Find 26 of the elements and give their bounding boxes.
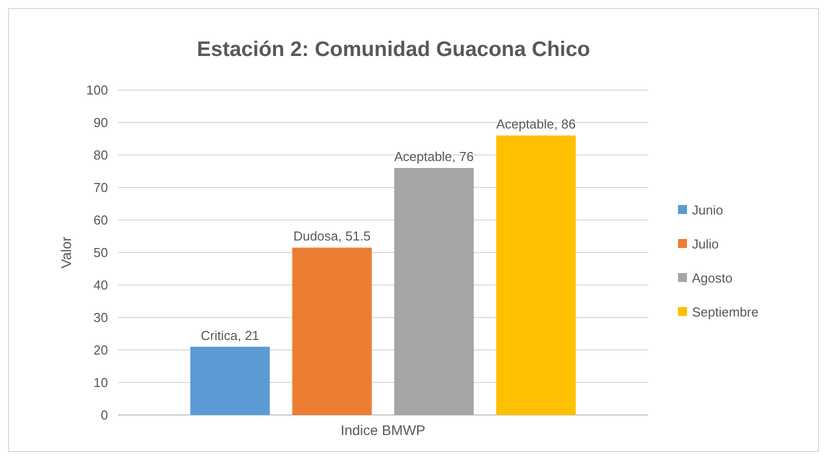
y-tick-label: 20 (94, 342, 108, 358)
chart-title: Estación 2: Comunidad Guacona Chico (196, 38, 590, 61)
data-label: Dudosa, 51.5 (293, 228, 371, 244)
x-tick-label: Indice BMWP (340, 422, 426, 438)
legend-label: Septiembre (692, 304, 758, 320)
y-tick-label: 70 (94, 180, 108, 196)
data-label: Aceptable, 86 (496, 116, 576, 132)
legend-label: Junio (692, 202, 724, 218)
y-tick-label: 60 (94, 212, 108, 228)
y-tick-label: 40 (94, 278, 108, 293)
bar (292, 248, 372, 415)
y-tick-label: 30 (94, 310, 108, 326)
y-tick-label: 100 (86, 82, 108, 98)
data-label: Aceptable, 76 (394, 149, 474, 164)
y-tick-label: 0 (100, 408, 108, 423)
legend-label: Agosto (692, 270, 732, 286)
bar (190, 346, 270, 415)
y-tick-label: 90 (94, 115, 108, 130)
legend-label: Julio (692, 236, 719, 252)
y-tick-label: 80 (94, 148, 108, 163)
data-label: Critica, 21 (200, 328, 260, 343)
y-tick-label: 50 (94, 245, 108, 260)
y-tick-label: 10 (94, 375, 108, 390)
bar (394, 168, 474, 415)
bar (496, 136, 576, 415)
y-axis-title: Valor (58, 236, 74, 268)
